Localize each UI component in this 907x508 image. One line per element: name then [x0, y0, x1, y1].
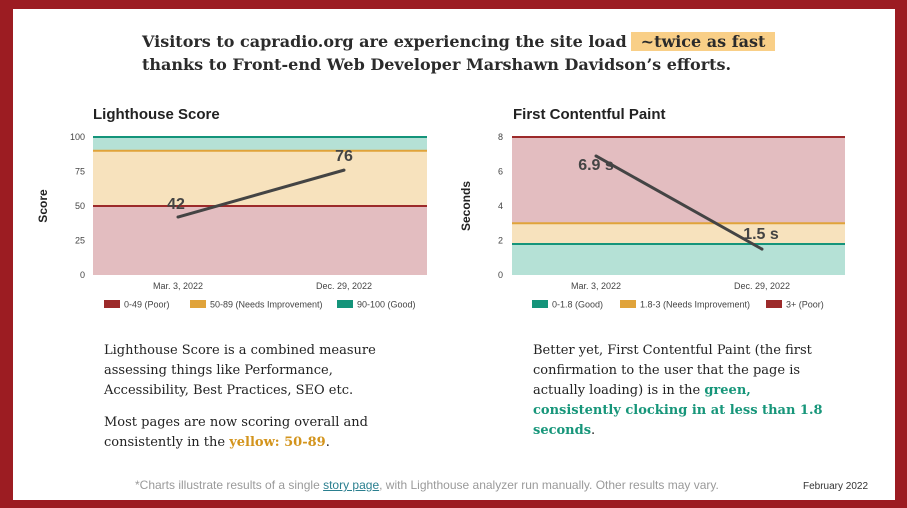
data-label: 42: [167, 196, 185, 213]
y-tick-label: 2: [498, 236, 503, 246]
y-tick-label: 6: [498, 167, 503, 177]
right-paragraph: Better yet, First Contentful Paint (the …: [533, 341, 823, 441]
legend-label: 0-1.8 (Good): [552, 300, 603, 310]
footnote-text-end: , with Lighthouse analyzer run manually.…: [379, 478, 719, 492]
fcp-chart: 0 2 4 6 8 Seconds Mar. 3, 2022 Dec. 29, 2022 6.9…: [459, 132, 845, 310]
legend-label: 1.8-3 (Needs Improvement): [640, 300, 750, 310]
left-description: Lighthouse Score is a combined measure a…: [104, 341, 404, 465]
legend-swatch: [620, 300, 636, 308]
legend-swatch: [337, 300, 353, 308]
right-description: Better yet, First Contentful Paint (the …: [533, 341, 823, 453]
footnote: *Charts illustrate results of a single s…: [135, 478, 719, 492]
left-paragraph-2: Most pages are now scoring overall and c…: [104, 413, 404, 453]
data-point: [176, 215, 180, 219]
data-point: [594, 154, 598, 158]
headline-line1: Visitors to capradio.org are experiencin…: [142, 32, 627, 51]
right-text-end: .: [591, 423, 596, 438]
x-tick-label: Mar. 3, 2022: [153, 281, 203, 291]
date-label: February 2022: [803, 481, 869, 492]
legend-label: 50-89 (Needs Improvement): [210, 300, 323, 310]
y-tick-label: 50: [75, 201, 85, 211]
headline: Visitors to capradio.org are experiencin…: [142, 30, 782, 76]
y-axis-label: Score: [36, 189, 50, 223]
band-0: [93, 206, 427, 275]
data-label: 1.5 s: [743, 226, 779, 243]
y-tick-label: 25: [75, 236, 85, 246]
chart-title-lighthouse: Lighthouse Score: [93, 106, 220, 123]
legend-label: 90-100 (Good): [357, 300, 416, 310]
yellow-range-text: yellow: 50-89: [229, 435, 326, 450]
headline-highlight: ~twice as fast: [630, 32, 776, 51]
y-tick-label: 0: [80, 270, 85, 280]
headline-line2: thanks to Front-end Web Developer Marsha…: [142, 55, 732, 74]
x-tick-label: Dec. 29, 2022: [734, 281, 790, 291]
legend-swatch: [766, 300, 782, 308]
band-1: [93, 150, 427, 206]
x-tick-label: Mar. 3, 2022: [571, 281, 621, 291]
band-0: [512, 243, 845, 275]
left-p2-text: Most pages are now scoring overall and c…: [104, 415, 369, 450]
legend-label: 0-49 (Poor): [124, 300, 170, 310]
y-tick-label: 100: [70, 132, 85, 142]
chart-title-fcp: First Contentful Paint: [513, 106, 666, 123]
band-2: [93, 137, 427, 151]
data-label: 6.9 s: [578, 157, 614, 174]
right-text: Better yet, First Contentful Paint (the …: [533, 343, 812, 398]
legend-swatch: [532, 300, 548, 308]
series-line: [177, 168, 345, 219]
y-tick-label: 75: [75, 167, 85, 177]
legend-label: 3+ (Poor): [786, 300, 824, 310]
data-label: 76: [335, 148, 353, 165]
x-tick-label: Dec. 29, 2022: [316, 281, 372, 291]
lighthouse-chart: 0 25 50 75 100 Score Mar. 3, 2022 Dec. 29, 2022…: [36, 132, 427, 310]
green-highlight-text: green, consistently clocking in at less …: [533, 383, 823, 438]
left-p2-end: .: [325, 435, 330, 450]
legend-swatch: [104, 300, 120, 308]
data-point: [342, 168, 346, 172]
y-tick-label: 8: [498, 132, 503, 142]
y-axis-label: Seconds: [459, 181, 473, 231]
story-page-link[interactable]: story page: [323, 478, 380, 492]
y-tick-label: 0: [498, 270, 503, 280]
footnote-text: *Charts illustrate results of a single: [135, 478, 320, 492]
band-2: [512, 137, 845, 224]
band-1: [512, 223, 845, 244]
series-line: [595, 154, 763, 251]
y-tick-label: 4: [498, 201, 503, 211]
left-paragraph-1: Lighthouse Score is a combined measure a…: [104, 343, 376, 398]
data-point: [760, 247, 764, 251]
legend-swatch: [190, 300, 206, 308]
